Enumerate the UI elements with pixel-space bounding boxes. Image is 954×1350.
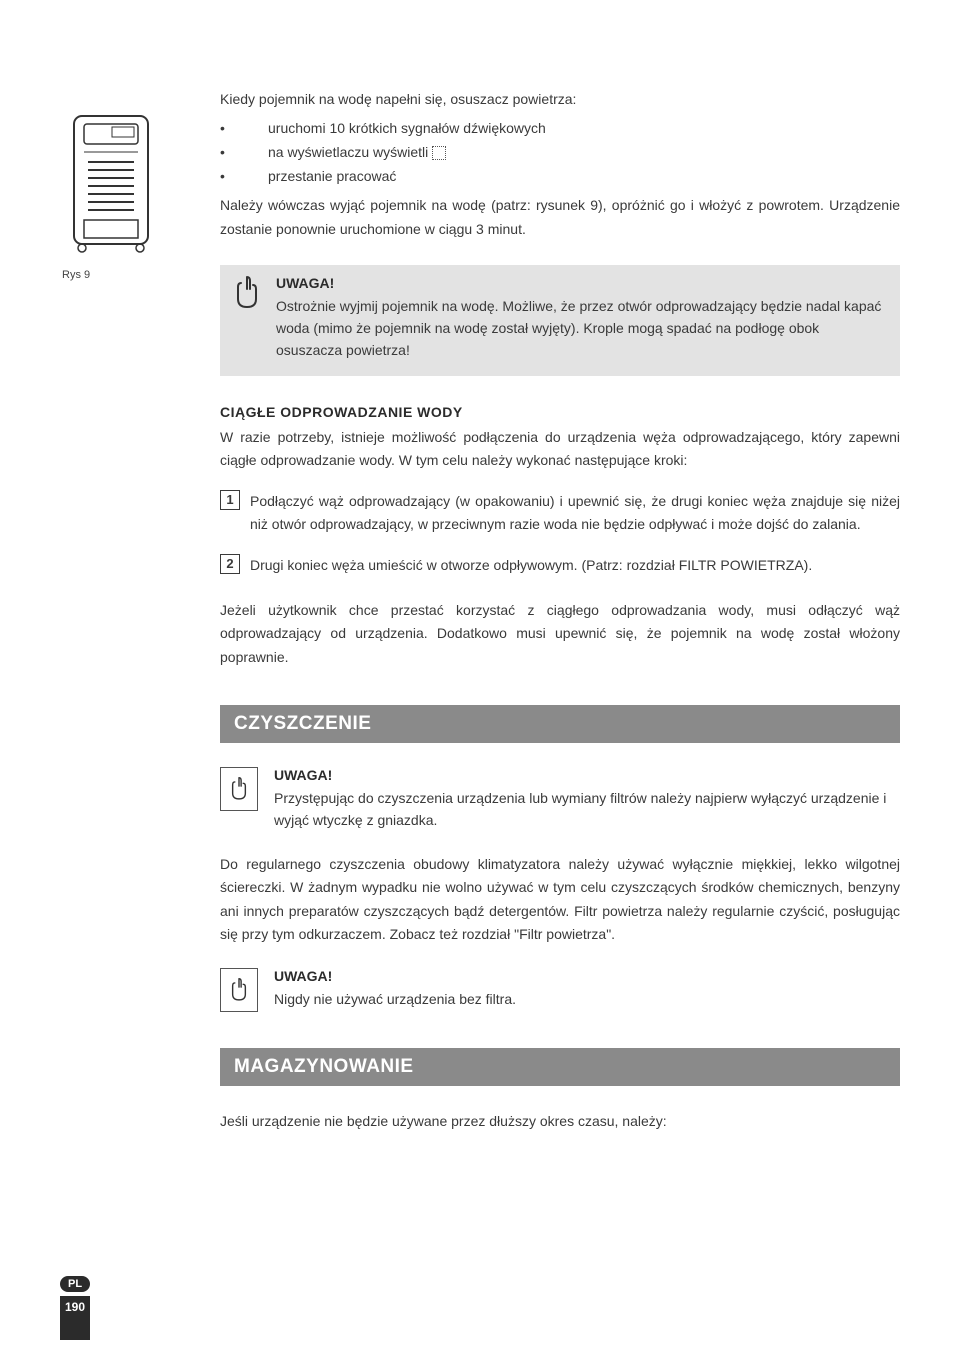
page-number: 190 (60, 1300, 90, 1314)
hand-point-icon-box (220, 767, 258, 811)
drain-after: Jeżeli użytkownik chce przestać korzysta… (220, 599, 900, 668)
storage-body: Jeśli urządzenie nie będzie używane prze… (220, 1110, 900, 1133)
step-text: Podłączyć wąż odprowadzający (w opakowan… (250, 490, 900, 536)
warning-text: Ostrożnie wyjmij pojemnik na wodę. Możli… (276, 295, 884, 362)
section-cleaning: CZYSZCZENIE (220, 705, 900, 743)
step-text: Drugi koniec węża umieścić w otworze odp… (250, 554, 900, 577)
warning-text: Przystępując do czyszczenia urządzenia l… (274, 787, 900, 832)
drain-intro: W razie potrzeby, istnieje możliwość pod… (220, 426, 900, 472)
warning-cleaning-2: UWAGA! Nigdy nie używać urządzenia bez f… (220, 968, 900, 1012)
step-number-box: 2 (220, 554, 240, 574)
warning-cleaning-1: UWAGA! Przystępując do czyszczenia urząd… (220, 767, 900, 832)
drain-heading: CIĄGŁE ODPROWADZANIE WODY (220, 404, 900, 420)
warning-title: UWAGA! (276, 275, 884, 291)
warning-text: Nigdy nie używać urządzenia bez filtra. (274, 988, 900, 1010)
device-illustration (62, 110, 170, 258)
bullet-item: na wyświetlaczu wyświetli (220, 141, 900, 165)
intro-lead: Kiedy pojemnik na wodę napełni się, osus… (220, 88, 900, 111)
hand-point-icon (227, 774, 251, 804)
step-2: 2 Drugi koniec węża umieścić w otworze o… (220, 554, 900, 577)
intro-after: Należy wówczas wyjąć pojemnik na wodę (p… (220, 194, 900, 240)
hand-point-icon (230, 273, 264, 313)
warning-box-1: UWAGA! Ostrożnie wyjmij pojemnik na wodę… (220, 265, 900, 376)
intro-bullets: uruchomi 10 krótkich sygnałów dźwiękowyc… (220, 117, 900, 188)
language-badge: PL (60, 1276, 90, 1292)
warning-title: UWAGA! (274, 767, 900, 783)
figure-caption: Rys 9 (62, 269, 182, 281)
hand-point-icon (227, 975, 251, 1005)
display-icon (432, 146, 446, 160)
hand-point-icon-box (220, 968, 258, 1012)
warning-title: UWAGA! (274, 968, 900, 984)
bullet-item: przestanie pracować (220, 165, 900, 189)
step-1: 1 Podłączyć wąż odprowadzający (w opakow… (220, 490, 900, 536)
bullet-item: uruchomi 10 krótkich sygnałów dźwiękowyc… (220, 117, 900, 141)
section-storage: MAGAZYNOWANIE (220, 1048, 900, 1086)
cleaning-body: Do regularnego czyszczenia obudowy klima… (220, 853, 900, 945)
step-number-box: 1 (220, 490, 240, 510)
